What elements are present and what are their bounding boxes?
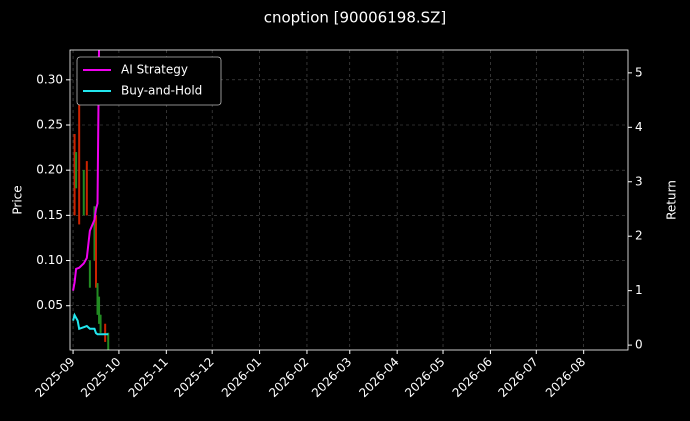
candle-body [93, 206, 96, 261]
line [72, 50, 101, 291]
y2-tick-label: 2 [635, 229, 643, 243]
y2-axis-label: Return [665, 180, 679, 220]
candle-body [99, 314, 102, 333]
y2-tick-label: 4 [635, 120, 643, 134]
y2-tick-label: 0 [635, 338, 643, 352]
candle-body [78, 97, 81, 225]
legend: AI Strategy Buy-and-Hold [76, 56, 222, 106]
y-tick-label: 0.10 [36, 253, 63, 267]
legend-frame [76, 56, 222, 106]
legend-label: AI Strategy [121, 63, 188, 77]
candle-body [82, 170, 85, 216]
candle-body [104, 323, 107, 342]
candle-body [107, 332, 110, 350]
candle-body [75, 152, 78, 189]
line [72, 312, 109, 336]
y-tick-label: 0.30 [36, 72, 63, 86]
plot-frame [69, 49, 629, 351]
y-tick-label: 0.05 [36, 298, 63, 312]
y-axis-label: Price [11, 185, 25, 214]
y-tick-label: 0.25 [36, 118, 63, 132]
candle-body [94, 215, 97, 288]
plot-area [72, 50, 110, 350]
y2-tick-label: 1 [635, 283, 643, 297]
y-tick-label: 0.20 [36, 163, 63, 177]
candle-body [85, 161, 88, 216]
y2-tick-label: 5 [635, 65, 643, 79]
candle-body [73, 134, 76, 216]
legend-label: Buy-and-Hold [121, 84, 202, 98]
y-tick-label: 0.15 [36, 208, 63, 222]
chart-title: cnoption [90006198.SZ] [264, 9, 447, 27]
candle-body [98, 296, 101, 324]
candle-body [96, 283, 99, 315]
y2-tick-label: 3 [635, 174, 643, 188]
candle-body [88, 260, 91, 288]
